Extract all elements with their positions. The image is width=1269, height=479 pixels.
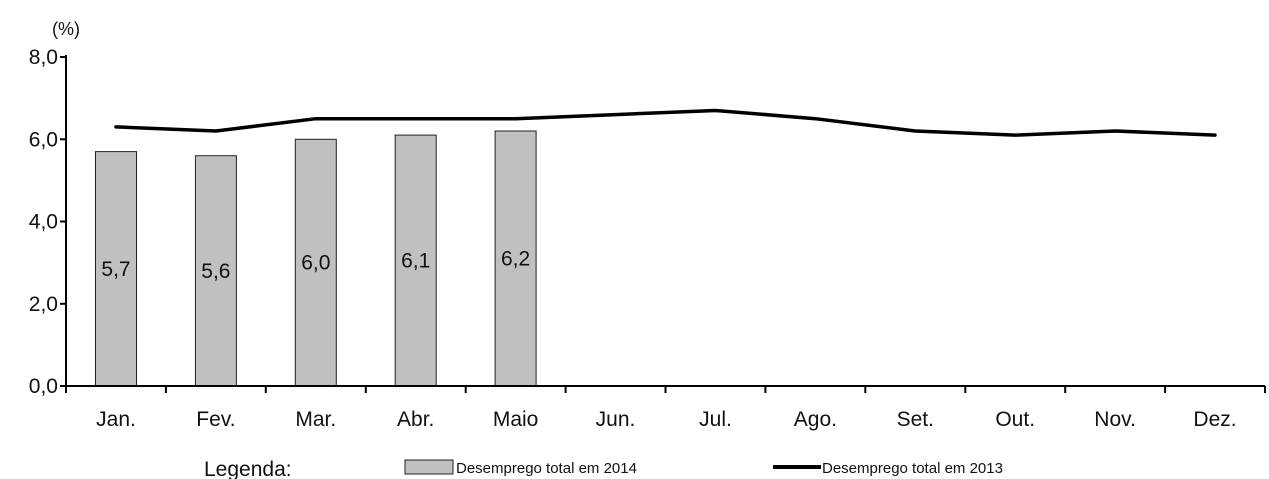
bar-value-label: 6,1	[401, 250, 430, 273]
legend-bar-label: Desemprego total em 2014	[456, 460, 637, 477]
y-tick-label: 8,0	[29, 46, 58, 69]
y-tick-label: 6,0	[29, 128, 58, 151]
x-tick-label: Ago.	[794, 408, 837, 431]
y-tick-label: 4,0	[29, 211, 58, 234]
labels-group: 5,7 5,6 6,0 6,1 6,2 0,0 2,0 4,0 6,0 8,0 Jan. Fev. Ma…	[29, 19, 1237, 431]
bar-value-label: 5,6	[201, 260, 230, 283]
x-tick-label: Set.	[897, 408, 934, 431]
line-series-2013	[114, 108, 1217, 137]
bar-value-label: 6,0	[301, 252, 330, 275]
bar-1	[95, 151, 137, 387]
x-tick-label: Jan.	[96, 408, 136, 431]
y-tick-label: 2,0	[29, 293, 58, 316]
bar-4	[394, 134, 437, 387]
bar-value-label: 6,2	[501, 248, 530, 271]
bars-group	[95, 130, 537, 387]
bar-3	[294, 138, 337, 387]
x-tick-label: Mar.	[295, 408, 336, 431]
legend-line-label: Desemprego total em 2013	[822, 460, 1003, 477]
x-tick-label: Jul.	[699, 408, 732, 431]
x-tick-label: Jun.	[596, 408, 636, 431]
legend-title: Legenda:	[204, 458, 292, 479]
x-tick-label: Dez.	[1193, 408, 1236, 431]
legend: Legenda: Desemprego total em 2014 Desempre…	[204, 458, 1003, 479]
line-group	[114, 108, 1217, 137]
bar-2	[194, 155, 237, 387]
x-tick-label: Nov.	[1094, 408, 1136, 431]
axes-group	[60, 55, 1266, 393]
x-tick-label: Out.	[995, 408, 1035, 431]
bar-value-label: 5,7	[101, 258, 130, 281]
legend-bar-swatch	[404, 459, 454, 475]
x-tick-label: Maio	[493, 408, 539, 431]
y-unit-label: (%)	[52, 19, 80, 39]
x-tick-label: Abr.	[397, 408, 434, 431]
y-tick-label: 0,0	[29, 375, 58, 398]
x-tick-label: Fev.	[196, 408, 235, 431]
